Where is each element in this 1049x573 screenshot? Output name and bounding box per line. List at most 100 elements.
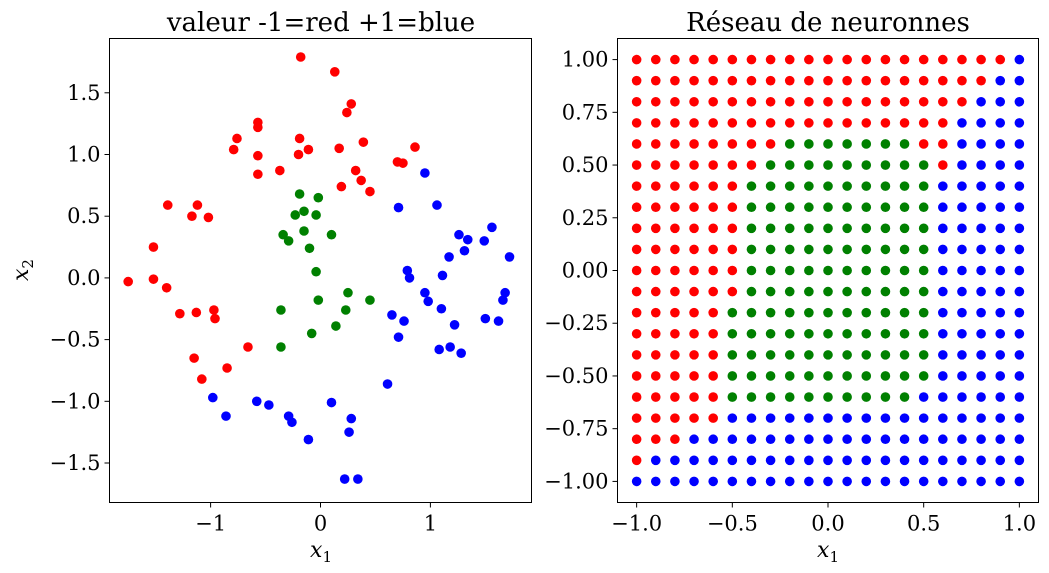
grid-point-green xyxy=(804,181,814,191)
data-point-blue xyxy=(402,265,413,276)
right-y-tick-label: −1.00 xyxy=(544,469,608,493)
grid-point-red xyxy=(765,96,776,107)
data-point-blue xyxy=(480,313,491,324)
data-point-green xyxy=(306,328,317,339)
data-point-red xyxy=(232,133,242,144)
grid-point-blue xyxy=(938,413,948,423)
grid-point-green xyxy=(746,244,757,255)
data-point-green xyxy=(311,210,321,220)
data-point-red xyxy=(293,149,304,160)
grid-point-blue xyxy=(861,476,872,487)
grid-point-blue xyxy=(976,181,986,191)
grid-point-red xyxy=(631,54,642,65)
grid-point-red xyxy=(631,434,642,445)
grid-point-red xyxy=(708,371,718,381)
data-point-red xyxy=(365,186,375,197)
grid-point-blue xyxy=(938,328,948,339)
data-point-green xyxy=(365,295,375,305)
grid-point-red xyxy=(976,75,986,86)
grid-point-red xyxy=(823,96,833,107)
data-point-blue xyxy=(404,273,415,283)
data-point-blue xyxy=(346,413,357,424)
grid-point-red xyxy=(708,118,718,128)
data-point-blue xyxy=(456,348,466,358)
grid-point-red xyxy=(689,54,699,65)
right-y-tick-label: −0.25 xyxy=(544,311,608,335)
grid-point-red xyxy=(784,118,795,128)
grid-point-red xyxy=(880,54,891,65)
grid-point-blue xyxy=(938,181,948,191)
grid-point-green xyxy=(804,160,814,170)
data-point-green xyxy=(299,206,309,217)
grid-point-blue xyxy=(689,434,699,445)
grid-point-green xyxy=(918,244,929,255)
grid-point-green xyxy=(746,202,757,213)
grid-point-red xyxy=(861,75,872,86)
grid-point-red xyxy=(746,54,757,65)
grid-point-green xyxy=(842,328,852,339)
grid-point-green xyxy=(746,371,757,381)
grid-point-red xyxy=(708,392,718,402)
right-x-tick-label: 0.0 xyxy=(811,512,844,536)
grid-point-blue xyxy=(899,476,910,487)
data-point-red xyxy=(358,137,369,147)
grid-point-blue xyxy=(995,392,1006,402)
data-point-red xyxy=(162,200,173,210)
grid-point-red xyxy=(650,286,661,297)
grid-point-red xyxy=(861,96,872,107)
data-point-green xyxy=(313,192,324,203)
grid-point-blue xyxy=(976,371,986,381)
data-point-green xyxy=(343,287,353,298)
grid-point-red xyxy=(670,328,680,339)
left-y-axis-label-main: x xyxy=(9,268,34,281)
grid-point-blue xyxy=(976,392,986,402)
grid-point-red xyxy=(689,328,699,339)
grid-point-blue xyxy=(784,434,795,445)
data-point-red xyxy=(189,353,199,363)
grid-point-green xyxy=(861,160,872,170)
grid-point-blue xyxy=(1014,286,1025,297)
left-y-tick-label: 1.0 xyxy=(67,143,100,167)
grid-point-blue xyxy=(995,244,1006,255)
grid-point-red xyxy=(918,96,929,107)
grid-point-red xyxy=(918,118,929,128)
grid-point-green xyxy=(784,223,795,234)
grid-point-red xyxy=(804,96,814,107)
data-point-green xyxy=(313,295,324,305)
right-x-axis-label-subscript: 1 xyxy=(829,548,839,566)
grid-point-red xyxy=(631,392,642,402)
left-chart-title: valeur -1=red +1=blue xyxy=(166,8,475,38)
data-point-red xyxy=(222,363,232,373)
grid-point-blue xyxy=(765,434,776,445)
grid-point-blue xyxy=(1014,96,1025,107)
data-point-green xyxy=(311,266,321,277)
grid-point-red xyxy=(727,265,738,276)
grid-point-blue xyxy=(976,223,986,234)
grid-point-green xyxy=(861,307,872,318)
data-point-red xyxy=(192,200,203,210)
grid-point-green xyxy=(823,139,833,149)
data-point-green xyxy=(294,189,305,199)
grid-point-blue xyxy=(1014,160,1025,170)
grid-point-blue xyxy=(957,307,967,318)
data-point-blue xyxy=(353,474,363,484)
grid-point-red xyxy=(689,160,699,170)
data-point-blue xyxy=(251,396,262,407)
grid-point-red xyxy=(708,202,718,213)
grid-point-blue xyxy=(804,413,814,423)
grid-point-green xyxy=(880,160,891,170)
grid-point-green xyxy=(746,181,757,191)
grid-point-blue xyxy=(708,455,718,466)
grid-point-red xyxy=(727,139,738,149)
grid-point-red xyxy=(727,202,738,213)
grid-point-red xyxy=(670,286,680,297)
grid-point-blue xyxy=(746,476,757,487)
grid-point-blue xyxy=(957,160,967,170)
grid-point-red xyxy=(957,54,967,65)
grid-point-green xyxy=(899,328,910,339)
grid-point-blue xyxy=(976,307,986,318)
data-point-blue xyxy=(432,200,442,210)
grid-point-green xyxy=(804,307,814,318)
grid-point-red xyxy=(727,223,738,234)
grid-point-green xyxy=(861,286,872,297)
